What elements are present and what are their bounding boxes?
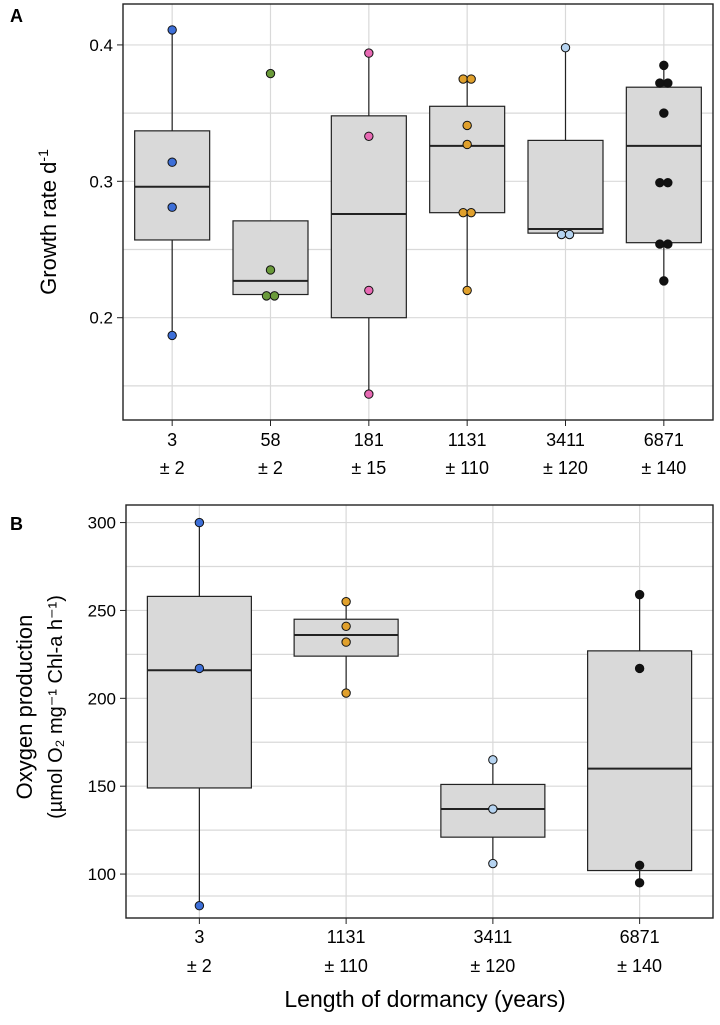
a-box (330, 115, 407, 319)
a-category-range-label: ± 15 (351, 458, 386, 478)
b-data-point (341, 596, 351, 607)
b-ytick-label: 300 (88, 514, 116, 533)
a-data-point (269, 291, 280, 301)
a-data-point (261, 291, 272, 301)
a-data-point (167, 330, 177, 341)
b-data-point (341, 688, 351, 698)
b-ytick-label: 150 (88, 777, 116, 796)
b-category-range-label: ± 110 (324, 956, 368, 976)
a-data-point (265, 265, 276, 275)
a-box (527, 139, 604, 234)
b-data-point (634, 663, 645, 674)
a-category-range-label: ± 2 (160, 458, 185, 478)
b-category-range-label: ± 140 (617, 956, 662, 976)
a-data-point (663, 177, 673, 188)
panel-a-ylabel: Growth rate d-1 (35, 149, 61, 295)
panel-b-letter: B (10, 514, 23, 534)
panel-b-plot: 100 150 200 250 300 3 ± 2 1131 ± 110 3411 ± 120 687… (88, 504, 714, 976)
a-category-range-label: ± 140 (641, 458, 686, 478)
a-category-label: 3411 (546, 430, 585, 450)
a-data-point (364, 48, 374, 58)
b-ytick-label: 250 (88, 601, 116, 620)
a-category-label: 3 (167, 430, 177, 450)
a-data-point (466, 207, 476, 218)
a-plot-frame (122, 3, 714, 421)
b-ytick-label: 100 (88, 865, 116, 884)
a-ytick-label: 0.2 (89, 309, 113, 328)
b-data-point (634, 589, 645, 600)
a-category-label: 58 (260, 430, 280, 450)
b-data-point (341, 621, 351, 631)
b-data-point (488, 804, 498, 814)
a-category-range-label: ± 120 (543, 458, 588, 478)
a-data-point (659, 276, 669, 286)
a-data-point (167, 25, 177, 35)
b-data-point (194, 900, 205, 911)
b-category-label: 6871 (620, 927, 660, 947)
a-data-point (466, 74, 476, 84)
a-data-point (462, 285, 472, 296)
b-data-point (488, 755, 498, 765)
a-data-point (462, 139, 472, 150)
b-plot-frame (125, 504, 714, 919)
b-data-point (488, 858, 498, 869)
a-data-point (462, 120, 472, 131)
panel-b-ylabel-line1: Oxygen production (12, 615, 37, 800)
a-data-point (663, 239, 673, 249)
panel-a: A Growth rate d-1 0.2 0.3 0.4 3 ± 2 58 ± 2 181 ±… (10, 3, 714, 478)
a-category-label: 181 (354, 430, 384, 450)
panel-b-ylabel-line2: (µmol O₂ mg⁻¹ Chl-a h⁻¹) (45, 595, 67, 819)
x-axis-title: Length of dormancy (years) (284, 986, 565, 1012)
panel-a-letter: A (10, 6, 23, 26)
a-data-point (564, 229, 575, 240)
a-data-point (659, 60, 669, 71)
a-data-point (167, 157, 177, 167)
a-data-point (655, 177, 665, 188)
a-data-point (265, 68, 276, 79)
b-data-point (634, 878, 645, 888)
a-data-point (458, 207, 468, 218)
a-data-point (458, 74, 468, 84)
a-ytick-label: 0.4 (89, 36, 113, 55)
b-category-label: 1131 (327, 927, 366, 947)
a-category-label: 6871 (644, 430, 684, 450)
a-data-point (663, 78, 673, 88)
a-box (134, 130, 211, 241)
b-box (587, 650, 693, 872)
a-data-point (167, 202, 177, 212)
b-data-point (194, 663, 205, 674)
b-category-range-label: ± 120 (470, 956, 515, 976)
a-data-point (655, 78, 665, 88)
a-box (232, 220, 309, 296)
a-ytick-label: 0.3 (89, 172, 113, 191)
a-category-range-label: ± 2 (258, 458, 283, 478)
b-category-label: 3411 (474, 927, 513, 947)
a-data-point (659, 108, 669, 118)
a-data-point (655, 239, 665, 249)
a-category-range-label: ± 110 (445, 458, 489, 478)
panel-b: B Oxygen production (µmol O₂ mg⁻¹ Chl-a … (10, 504, 714, 976)
a-category-label: 1131 (448, 430, 487, 450)
a-data-point (560, 42, 571, 53)
a-data-point (364, 389, 374, 399)
a-data-point (364, 285, 374, 296)
b-data-point (194, 517, 205, 528)
b-ytick-label: 200 (88, 689, 116, 708)
a-data-point (556, 229, 567, 240)
b-data-point (341, 637, 351, 647)
b-category-range-label: ± 2 (187, 956, 212, 976)
b-data-point (634, 860, 645, 870)
b-category-label: 3 (194, 927, 204, 947)
a-data-point (364, 131, 374, 142)
panel-a-plot: 0.2 0.3 0.4 3 ± 2 58 ± 2 181 ± 15 1131 ± 110 3411 ± … (89, 3, 714, 478)
b-box (146, 595, 252, 789)
